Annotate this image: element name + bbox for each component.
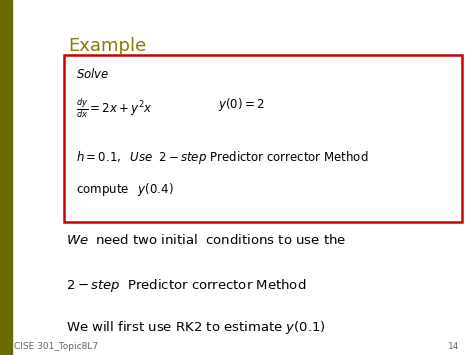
- Text: $h = 0.1,\;$ $\mathit{Use}\;$ $2-\mathit{step}$ Predictor corrector Method: $h = 0.1,\;$ $\mathit{Use}\;$ $2-\mathit…: [76, 149, 368, 166]
- Text: compute $\;\;y(0.4)$: compute $\;\;y(0.4)$: [76, 181, 173, 198]
- Text: $2-\mathit{step}\;$ Predictor corrector Method: $2-\mathit{step}\;$ Predictor corrector …: [66, 277, 307, 294]
- Text: We will first use RK2 to estimate $y(0.1)$: We will first use RK2 to estimate $y(0.1…: [66, 320, 326, 337]
- Text: Example: Example: [69, 37, 147, 55]
- FancyBboxPatch shape: [64, 55, 462, 222]
- Text: $\mathit{We}\;$ need two initial  conditions to use the: $\mathit{We}\;$ need two initial conditi…: [66, 233, 346, 246]
- Text: $\mathit{Solve}$: $\mathit{Solve}$: [76, 67, 109, 81]
- Text: $y(0) = 2$: $y(0) = 2$: [218, 96, 265, 113]
- Text: $\frac{dy}{dx} = 2x + y^{2}x$: $\frac{dy}{dx} = 2x + y^{2}x$: [76, 96, 153, 120]
- Text: CISE 301_Topic8L7: CISE 301_Topic8L7: [14, 343, 98, 351]
- Bar: [0, 0, 12, 355]
- Text: 14: 14: [448, 343, 460, 351]
